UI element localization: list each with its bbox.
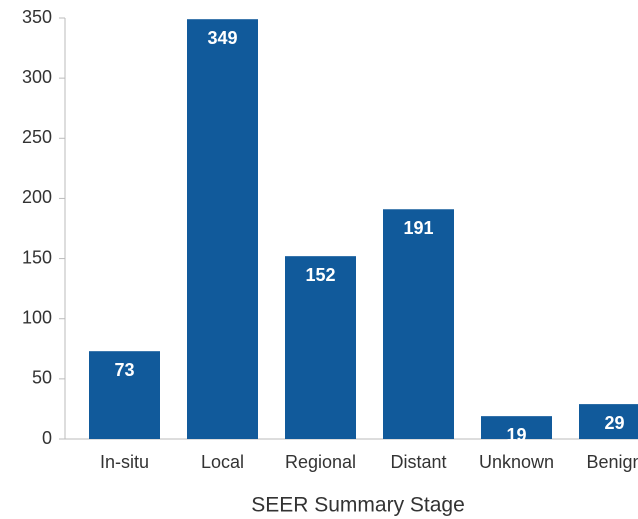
x-tick-label: In-situ (100, 452, 149, 472)
x-tick-label: Distant (390, 452, 446, 472)
bar (89, 351, 160, 439)
y-tick-label: 300 (22, 67, 52, 87)
data-label: 73 (114, 360, 134, 380)
data-label: 29 (604, 413, 624, 433)
data-label: 152 (305, 265, 335, 285)
y-tick-label: 250 (22, 127, 52, 147)
y-tick-label: 100 (22, 307, 52, 327)
x-tick-label: Benign (586, 452, 638, 472)
data-label: 191 (403, 218, 433, 238)
bar (383, 209, 454, 439)
y-tick-label: 0 (42, 428, 52, 448)
x-tick-label: Unknown (479, 452, 554, 472)
y-tick-label: 200 (22, 187, 52, 207)
y-tick-label: 150 (22, 247, 52, 267)
bar (579, 404, 638, 439)
data-label: 349 (207, 28, 237, 48)
bar (187, 19, 258, 440)
y-tick-label: 350 (22, 7, 52, 27)
data-label: 19 (506, 425, 526, 445)
bar (481, 416, 552, 439)
x-axis-label: SEER Summary Stage (251, 494, 465, 517)
y-tick-label: 50 (32, 368, 52, 388)
x-tick-label: Regional (285, 452, 356, 472)
x-tick-label: Local (201, 452, 244, 472)
bar (285, 256, 356, 439)
